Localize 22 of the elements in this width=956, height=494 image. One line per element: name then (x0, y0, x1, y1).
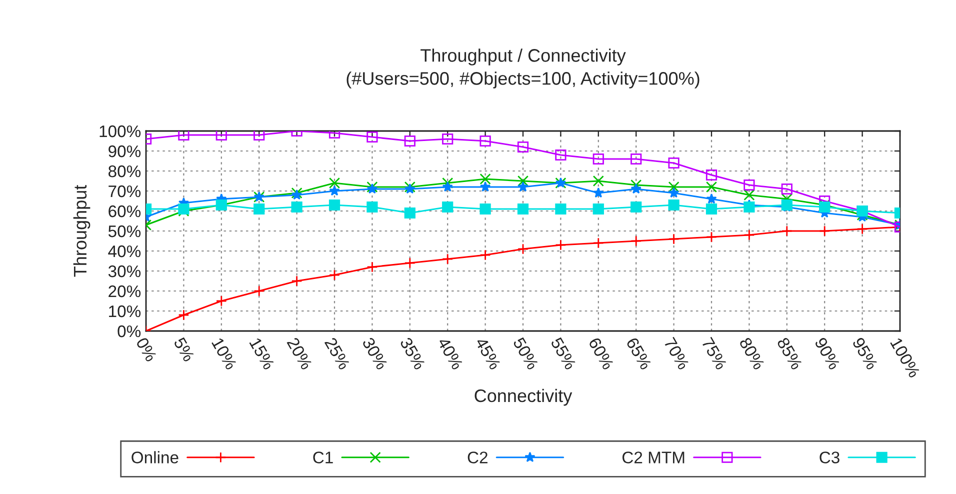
y-tick-label: 80% (108, 165, 141, 178)
legend-label: C3 (820, 452, 840, 464)
legend-label: C2 (468, 452, 488, 464)
y-tick-label: 60% (108, 205, 141, 218)
chart-subtitle: (#Users=500, #Objects=100, Activity=100%) (346, 72, 700, 88)
x-axis-title: Connectivity (474, 388, 572, 406)
y-tick-label: 40% (108, 245, 141, 258)
y-tick-label: 90% (108, 145, 141, 158)
y-tick-label: 70% (108, 185, 141, 198)
y-tick-label: 30% (108, 265, 141, 278)
legend-label: C1 (313, 452, 333, 464)
legend-label: Online (132, 451, 178, 464)
y-axis-title: Throughput (73, 184, 90, 277)
legend-label: C2 MTM (622, 452, 684, 464)
x-tick-label: 5% (173, 336, 196, 362)
y-tick-label: 100% (100, 125, 141, 138)
y-tick-label: 0% (118, 325, 141, 338)
x-tick-label: 0% (136, 336, 158, 362)
y-tick-label: 50% (108, 225, 141, 238)
chart-title: Throughput / Connectivity (420, 48, 626, 66)
y-tick-label: 10% (109, 305, 141, 318)
y-tick-label: 20% (108, 285, 141, 298)
